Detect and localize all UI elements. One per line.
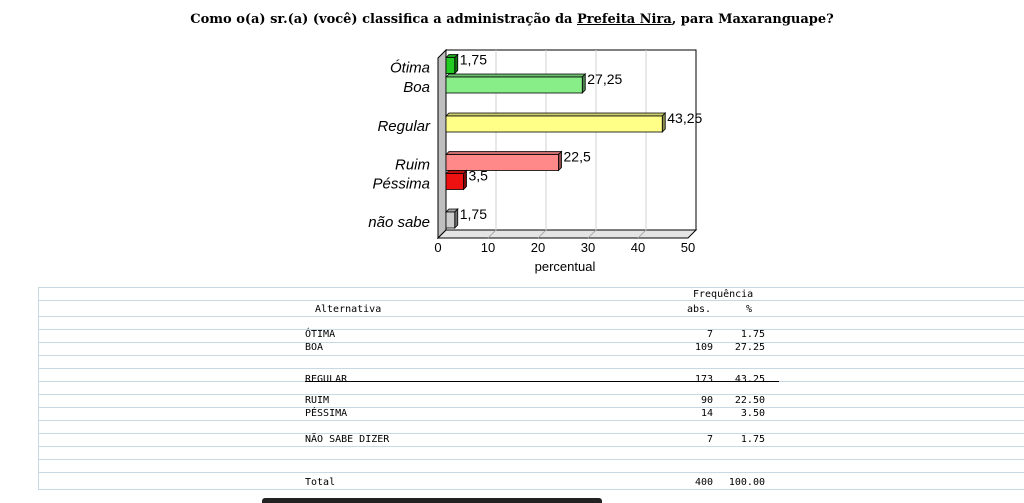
gridline-floor <box>637 229 647 239</box>
bar <box>445 57 456 74</box>
x-axis-label: percentual <box>535 259 596 274</box>
chart-frame <box>436 48 698 240</box>
chart-side-wall <box>437 48 447 240</box>
chart-title: Como o(a) sr.(a) (você) classifica a adm… <box>0 12 1024 27</box>
bar-top <box>445 73 587 78</box>
table-row-pct: 43.25 <box>734 374 765 385</box>
table-row-label: PÉSSIMA <box>305 408 348 419</box>
table-row-abs: 7 <box>706 329 713 340</box>
category-label: Ruim <box>395 157 430 174</box>
table-row-pct: 22.50 <box>734 395 765 406</box>
chart-bars <box>445 53 667 229</box>
chart-value-labels: 1,75 27,25 43,25 22,5 3,5 1,75 <box>460 52 703 223</box>
table-row-abs: 90 <box>700 395 713 406</box>
chart-tick-labels: 0 10 20 30 40 50 <box>434 240 695 255</box>
bar <box>445 115 663 133</box>
table-row-pct: 1.75 <box>740 329 765 340</box>
bar-top <box>445 112 667 117</box>
title-suffix: , para Maxaranguape? <box>671 12 834 27</box>
category-label: Boa <box>403 79 430 96</box>
bar <box>445 211 456 229</box>
table-row-label: NÃO SABE DIZER <box>305 434 390 445</box>
bar-side <box>558 150 562 172</box>
x-tick-label: 10 <box>481 240 495 255</box>
bar-value-label: 3,5 <box>469 168 489 184</box>
title-prefix: Como o(a) sr.(a) (você) classifica a adm… <box>190 12 577 27</box>
frequency-table: Frequência Alternativa abs. % ÓTIMA 7 1.75… <box>38 287 1024 490</box>
bar-value-label: 43,25 <box>667 110 702 126</box>
gridline-floor <box>487 229 497 239</box>
table-row-pct: 27.25 <box>734 342 765 353</box>
table-row-abs: 109 <box>694 342 713 353</box>
gridline-floor <box>537 229 547 239</box>
table-row-pct: 3.50 <box>740 408 765 419</box>
bar-value-label: 1,75 <box>460 206 487 222</box>
bar <box>445 154 559 171</box>
table-total-pct: 100.00 <box>728 477 765 488</box>
gridline-floor <box>587 229 597 239</box>
window-bottom-bar <box>262 498 602 503</box>
table-header-abs: abs. <box>687 304 712 315</box>
table-row-abs: 14 <box>700 408 713 419</box>
bar <box>445 173 464 190</box>
table-total-abs: 400 <box>694 477 713 488</box>
table-header-alternativa: Alternativa <box>315 304 382 315</box>
bar-side <box>661 112 666 133</box>
x-tick-label: 30 <box>581 240 595 255</box>
category-label: Péssima <box>372 176 430 193</box>
chart-category-labels: Ótima Boa Regular Ruim Péssima não sabe <box>368 60 431 232</box>
bar-value-label: 1,75 <box>460 52 487 68</box>
x-tick-label: 40 <box>631 240 645 255</box>
x-tick-label: 50 <box>681 240 695 255</box>
table-row-label: ÓTIMA <box>305 329 336 340</box>
table-row-label: REGULAR <box>305 374 348 385</box>
bar-value-label: 27,25 <box>587 71 622 87</box>
bar-side <box>463 169 467 191</box>
table-row-abs: 7 <box>706 434 713 445</box>
x-tick-label: 20 <box>531 240 545 255</box>
category-label: Ótima <box>390 60 430 77</box>
bar <box>445 76 583 94</box>
table-header-group: Frequência <box>693 289 754 300</box>
table-total-label: Total <box>305 477 336 488</box>
bar-side <box>581 73 586 94</box>
bar-chart: Ótima Boa Regular Ruim Péssima não sabe 1,75 2… <box>368 48 703 274</box>
table-header-pct: % <box>746 304 753 315</box>
table-row-pct: 1.75 <box>740 434 765 445</box>
bar-side <box>454 208 459 229</box>
table-row-label: BOA <box>305 342 324 353</box>
regular-underline <box>305 381 779 382</box>
x-tick-label: 0 <box>434 240 441 255</box>
table-row-label: RUIM <box>305 395 330 406</box>
chart-floor <box>436 229 698 239</box>
category-label: Regular <box>377 118 431 135</box>
bar-value-label: 22,5 <box>564 149 591 165</box>
bar-top <box>445 151 563 155</box>
bar-side <box>454 53 459 75</box>
category-label: não sabe <box>368 214 430 231</box>
title-underlined: Prefeita Nira <box>577 12 672 27</box>
table-row-abs: 173 <box>694 374 713 385</box>
